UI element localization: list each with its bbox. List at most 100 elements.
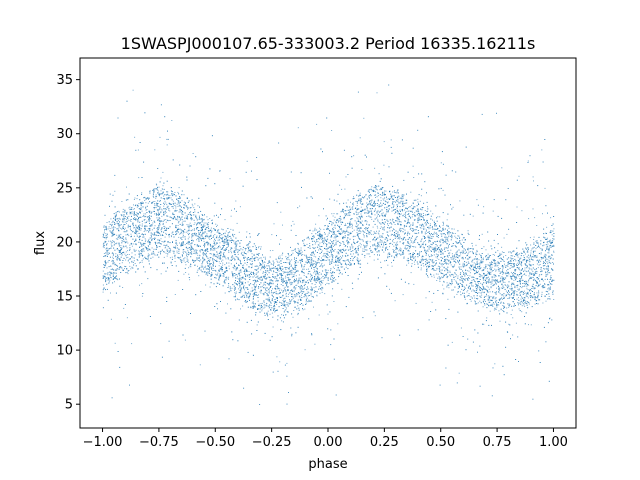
data-point [297,280,299,282]
data-point [352,208,354,210]
data-point [533,246,535,248]
data-point [126,221,128,222]
data-point [522,259,524,261]
data-point [356,232,358,234]
data-point [421,216,423,218]
data-point [387,234,388,236]
data-point [464,286,465,288]
data-point [530,244,532,246]
data-point [542,302,544,304]
data-point [518,267,520,269]
data-point [122,219,124,220]
data-point [514,290,516,292]
data-point [196,252,198,254]
data-point [256,330,258,331]
data-point [376,217,378,219]
data-point [400,231,401,233]
data-point [516,252,518,254]
data-point [270,309,272,311]
data-point [385,247,387,249]
data-point [409,233,411,235]
data-point [454,256,456,258]
data-point [198,234,200,236]
data-point [172,241,173,242]
data-point [324,274,326,276]
data-point [207,224,209,226]
data-point [417,208,419,210]
data-point [508,297,510,299]
data-point [513,275,515,277]
data-point [469,275,471,277]
data-point [530,324,532,326]
data-point [232,266,234,268]
data-point [132,261,134,263]
data-point [167,246,169,248]
data-point [116,258,118,260]
data-point [392,249,394,250]
data-point [532,264,534,266]
data-point [470,296,472,298]
data-point [304,264,306,265]
data-point [224,219,226,221]
data-point [225,242,227,243]
data-point [455,241,457,243]
data-point [174,294,176,295]
data-point [211,253,213,255]
data-point [499,268,501,269]
data-point [470,264,472,266]
data-point [495,270,497,272]
data-point [418,254,420,256]
data-point [289,280,291,282]
data-point [315,272,317,274]
data-point [496,306,498,308]
data-point [338,220,340,222]
data-point [299,252,301,254]
data-point [530,295,532,296]
data-point [257,268,259,270]
data-point [185,264,187,266]
data-point [291,264,292,266]
data-point [116,259,118,261]
data-point [380,210,382,212]
data-point [419,251,421,253]
data-point [163,211,165,213]
data-point [166,138,168,140]
data-point [126,229,128,231]
data-point [372,244,374,246]
data-point [501,167,503,169]
data-point [525,302,526,304]
data-point [271,294,273,296]
data-point [387,264,389,266]
data-point [510,265,512,266]
data-point [441,265,443,267]
data-point [512,274,514,276]
data-point [159,206,161,208]
data-point [550,241,552,243]
data-point [401,198,403,200]
data-point [274,305,275,307]
data-point [444,262,446,264]
data-point [391,152,393,154]
data-point [510,252,512,254]
data-point [119,285,121,287]
data-point [327,229,329,231]
data-point [376,205,378,206]
data-point [401,209,403,211]
data-point [421,219,422,220]
data-point [231,271,233,273]
data-point [342,248,344,250]
data-point [292,297,294,299]
data-point [186,218,188,220]
data-point [481,288,483,290]
data-point [382,212,384,214]
data-point [327,313,329,315]
data-point [325,269,327,271]
data-point [421,223,423,225]
data-point [354,235,356,237]
data-point [251,260,253,262]
data-point [343,236,345,238]
data-point [146,220,148,222]
data-point [102,284,104,286]
data-point [352,236,354,238]
data-point [271,312,273,314]
